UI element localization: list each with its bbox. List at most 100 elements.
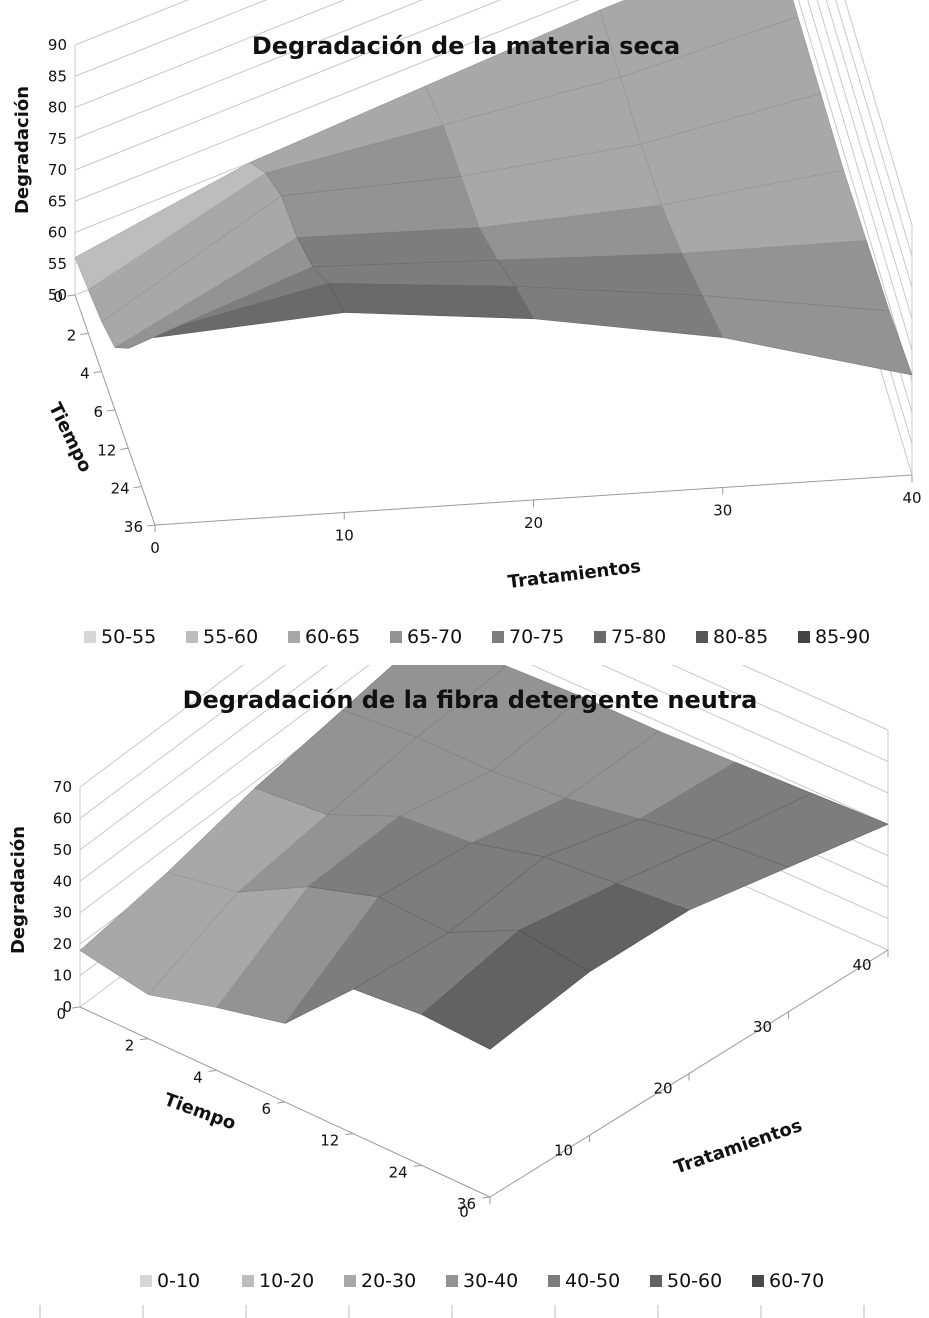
legend-swatch [288,631,300,643]
tiempo-tick-label: 2 [125,1037,135,1055]
chart-materia-seca-svg: Degradación de la materia seca Degradaci… [12,0,922,648]
surface-face-t0-x3 [341,665,507,738]
z-tick-label: 55 [48,255,67,273]
legend-label: 0-10 [157,1270,200,1292]
tiempo-tick-label: 4 [193,1068,203,1086]
legend-swatch [446,1275,458,1287]
tiempo-tick-label: 2 [67,326,77,344]
z-tick-label: 85 [48,67,67,85]
legend-label: 60-70 [769,1270,824,1292]
z-tick-label: 80 [48,99,67,117]
z-tick-label: 70 [48,161,67,179]
legend-swatch [344,1275,356,1287]
tratamientos-tick-label: 20 [653,1080,672,1098]
tratamientos-tick-label: 30 [753,1018,772,1036]
tiempo-tick-mark [80,332,89,335]
gridline-70 [74,0,913,351]
tiempo-tick-mark [345,1133,354,1136]
z-tick-label: 60 [48,224,67,242]
page-edge-ticks [39,1305,865,1318]
legend-swatch [492,631,504,643]
legend-label: 20-30 [361,1270,416,1292]
tiempo-tick-mark [481,1196,491,1199]
tiempo-tick-label: 24 [111,480,130,498]
tiempo-tick-label: 36 [124,518,143,536]
surface-face-t0-x3 [599,0,799,78]
tratamientos-tick-label: 20 [524,514,543,532]
legend-swatch [594,631,606,643]
tratamientos-tick-label: 10 [554,1141,573,1159]
axes [71,949,889,1204]
legend-swatch [84,631,96,643]
gridline-90 [74,0,913,226]
legend-label: 60-65 [305,626,360,648]
tiempo-tick-mark [120,447,129,450]
legend-label: 55-60 [203,626,258,648]
x-axis-title: Tratamientos [672,1115,805,1178]
z-axis-title: Degradación [8,826,29,954]
chart-title: Degradación de la materia seca [252,32,680,60]
y-axis-title: Tiempo [161,1089,238,1134]
tiempo-tick-label: 6 [261,1100,271,1118]
surface [74,0,913,376]
gridline-50 [79,665,889,851]
legend-label: 50-60 [667,1270,722,1292]
legend-swatch [548,1275,560,1287]
tiempo-tick-mark [93,371,102,374]
z-tick-label: 90 [48,36,67,54]
y-axis-title: Tiempo [44,399,96,475]
tratamientos-tick-label: 10 [335,527,354,545]
z-tick-label: 60 [53,809,72,827]
tiempo-tick-mark [413,1164,422,1167]
tratamientos-tick-label: 0 [459,1203,469,1221]
tratamientos-tick-label: 0 [150,539,160,557]
surface [79,665,889,1050]
legend-label: 10-20 [259,1270,314,1292]
surface-face-t5-x1 [328,283,535,320]
legend-swatch [696,631,708,643]
gridline-80 [74,0,913,288]
z-tick-label: 50 [48,286,67,304]
legend: 50-55 55-60 60-65 65-70 70-75 75-80 80-85 85-90 [84,626,870,648]
tiempo-tick-mark [106,409,116,412]
legend-swatch [752,1275,764,1287]
tiempo-tick-label: 12 [97,441,116,459]
gridline-65 [74,0,913,382]
legend-swatch [140,1275,152,1287]
tratamientos-tick-label: 40 [902,489,921,507]
chart-materia-seca: Degradación de la materia seca Degradaci… [12,0,922,648]
tratamientos-tick-label: 40 [852,956,871,974]
gridline-60 [79,665,889,819]
legend-label: 40-50 [565,1270,620,1292]
chart-fibra-detergente: Degradación de la fibra detergente neutr… [0,665,929,1318]
legend-swatch [242,1275,254,1287]
tiempo-tick-label: 0 [53,288,63,306]
tiempo-tick-mark [140,1038,149,1041]
legend-label: 70-75 [509,626,564,648]
legend-label: 65-70 [407,626,462,648]
tiempo-tick-label: 24 [389,1163,408,1181]
legend-swatch [798,631,810,643]
x-axis-title: Tratamientos [507,556,642,593]
z-axis-title: Degradación [12,86,33,214]
legend-label: 50-55 [101,626,156,648]
tiempo-tick-label: 6 [93,403,103,421]
gridline-40 [79,665,889,882]
tiempo-tick-label: 4 [80,365,90,383]
z-tick-label: 70 [53,778,72,796]
tiempo-tick-mark [208,1069,217,1072]
chart-fibra-detergente-svg: Degradación de la fibra detergente neutr… [8,665,889,1318]
gridline-75 [74,0,913,319]
tiempo-tick-label: 0 [56,1005,66,1023]
tiempo-tick-mark [133,486,142,489]
legend-label: 85-90 [815,626,870,648]
gridline-85 [74,0,913,257]
gridline-70 [79,665,889,788]
z-tick-label: 0 [62,998,72,1016]
tiempo-tick-label: 12 [320,1132,339,1150]
legend-swatch [186,631,198,643]
tiempo-tick-mark [146,524,156,527]
z-tick-label: 75 [48,130,67,148]
